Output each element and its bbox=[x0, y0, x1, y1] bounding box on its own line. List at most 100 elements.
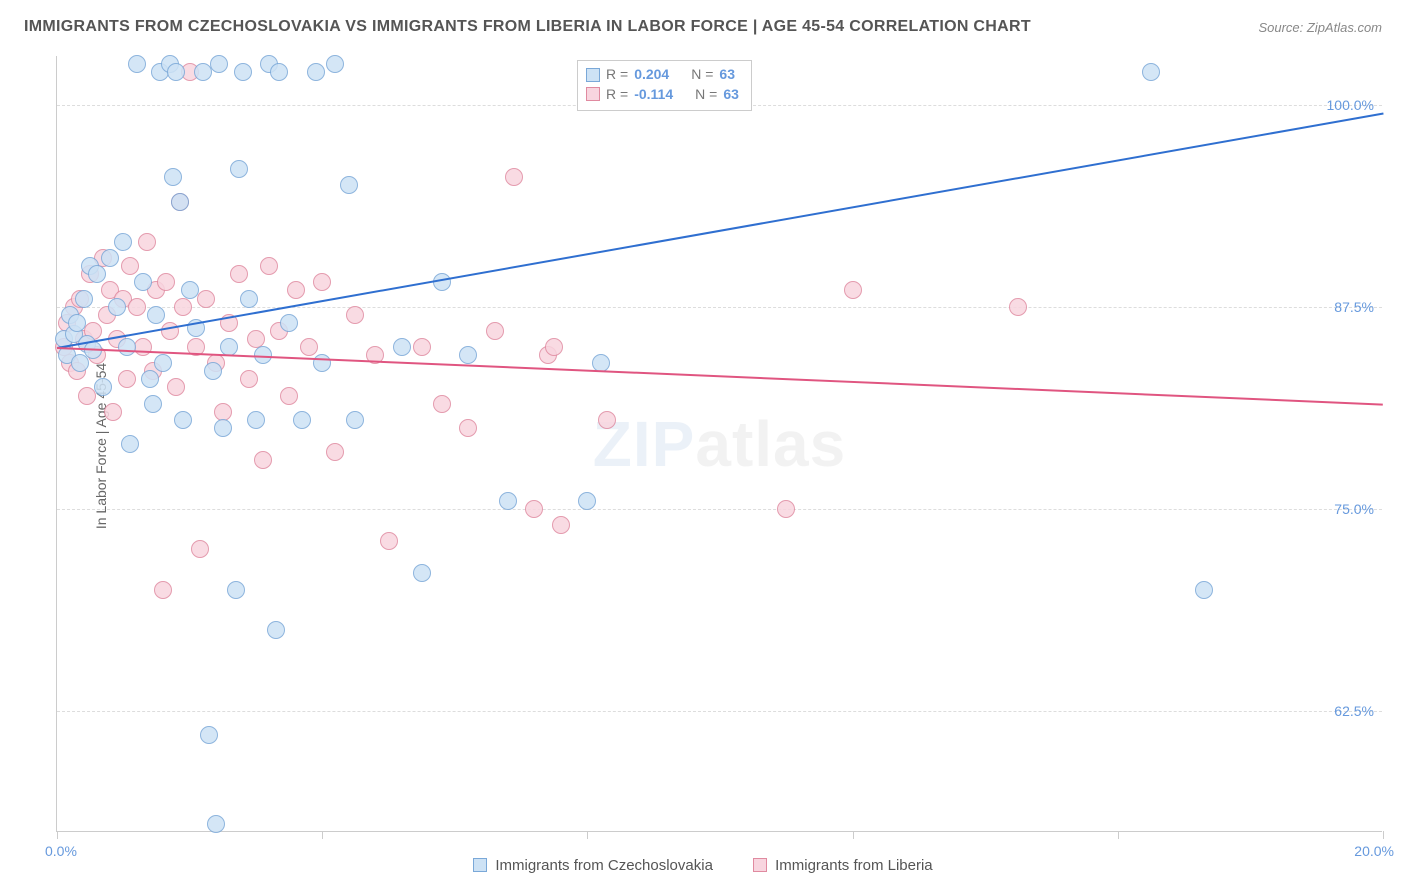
legend-swatch-a bbox=[473, 858, 487, 872]
point-a bbox=[313, 354, 331, 372]
point-b bbox=[326, 443, 344, 461]
point-a bbox=[94, 378, 112, 396]
y-tick-label: 75.0% bbox=[1334, 501, 1374, 517]
corr-row-a: R = 0.204 N = 63 bbox=[586, 65, 739, 85]
point-a bbox=[200, 726, 218, 744]
source-label: Source: ZipAtlas.com bbox=[1258, 20, 1382, 35]
point-a bbox=[1142, 63, 1160, 81]
legend-label-b: Immigrants from Liberia bbox=[775, 857, 933, 874]
point-a bbox=[413, 564, 431, 582]
point-a bbox=[346, 411, 364, 429]
n-label-a: N = bbox=[691, 65, 713, 85]
swatch-b bbox=[586, 87, 600, 101]
point-b bbox=[280, 387, 298, 405]
watermark: ZIPatlas bbox=[593, 407, 846, 481]
watermark-atlas: atlas bbox=[695, 408, 846, 480]
point-a bbox=[578, 492, 596, 510]
point-a bbox=[393, 338, 411, 356]
point-b bbox=[287, 281, 305, 299]
point-a bbox=[171, 193, 189, 211]
point-a bbox=[210, 55, 228, 73]
point-b bbox=[413, 338, 431, 356]
point-b bbox=[313, 273, 331, 291]
point-a bbox=[174, 411, 192, 429]
point-a bbox=[433, 273, 451, 291]
point-a bbox=[280, 314, 298, 332]
point-a bbox=[293, 411, 311, 429]
swatch-a bbox=[586, 68, 600, 82]
r-label-b: R = bbox=[606, 85, 628, 105]
point-b bbox=[240, 370, 258, 388]
point-a bbox=[230, 160, 248, 178]
chart-title: IMMIGRANTS FROM CZECHOSLOVAKIA VS IMMIGR… bbox=[24, 18, 1031, 36]
y-tick-label: 62.5% bbox=[1334, 703, 1374, 719]
point-b bbox=[230, 265, 248, 283]
point-a bbox=[118, 338, 136, 356]
point-a bbox=[141, 370, 159, 388]
corr-row-b: R = -0.114 N = 63 bbox=[586, 85, 739, 105]
point-a bbox=[68, 314, 86, 332]
point-a bbox=[194, 63, 212, 81]
point-b bbox=[459, 419, 477, 437]
point-b bbox=[161, 322, 179, 340]
point-b bbox=[167, 378, 185, 396]
point-b bbox=[505, 168, 523, 186]
point-a bbox=[307, 63, 325, 81]
point-b bbox=[380, 532, 398, 550]
point-a bbox=[270, 63, 288, 81]
legend-label-a: Immigrants from Czechoslovakia bbox=[495, 857, 713, 874]
point-b bbox=[191, 540, 209, 558]
point-b bbox=[104, 403, 122, 421]
point-b bbox=[138, 233, 156, 251]
point-a bbox=[181, 281, 199, 299]
point-a bbox=[167, 63, 185, 81]
point-a bbox=[240, 290, 258, 308]
point-a bbox=[227, 581, 245, 599]
point-b bbox=[157, 273, 175, 291]
plot-area: ZIPatlas 62.5%75.0%87.5%100.0% 0.0% 20.0… bbox=[56, 56, 1382, 832]
point-b bbox=[486, 322, 504, 340]
point-a bbox=[234, 63, 252, 81]
point-b bbox=[134, 338, 152, 356]
correlation-box: R = 0.204 N = 63 R = -0.114 N = 63 bbox=[577, 60, 752, 111]
n-value-b: 63 bbox=[723, 85, 739, 105]
point-a bbox=[108, 298, 126, 316]
r-value-b: -0.114 bbox=[634, 85, 673, 105]
point-b bbox=[1009, 298, 1027, 316]
point-b bbox=[260, 257, 278, 275]
legend-item-b: Immigrants from Liberia bbox=[753, 857, 933, 874]
point-b bbox=[254, 451, 272, 469]
point-a bbox=[134, 273, 152, 291]
point-b bbox=[525, 500, 543, 518]
point-b bbox=[197, 290, 215, 308]
point-b bbox=[174, 298, 192, 316]
r-value-a: 0.204 bbox=[634, 65, 669, 85]
n-label-b: N = bbox=[695, 85, 717, 105]
point-a bbox=[75, 290, 93, 308]
point-a bbox=[214, 419, 232, 437]
point-a bbox=[204, 362, 222, 380]
point-a bbox=[459, 346, 477, 364]
point-a bbox=[499, 492, 517, 510]
point-b bbox=[545, 338, 563, 356]
point-a bbox=[114, 233, 132, 251]
point-a bbox=[1195, 581, 1213, 599]
point-a bbox=[154, 354, 172, 372]
legend-swatch-b bbox=[753, 858, 767, 872]
y-tick-label: 87.5% bbox=[1334, 299, 1374, 315]
point-a bbox=[247, 411, 265, 429]
point-a bbox=[267, 621, 285, 639]
r-label-a: R = bbox=[606, 65, 628, 85]
bottom-legend: Immigrants from Czechoslovakia Immigrant… bbox=[0, 857, 1406, 877]
point-b bbox=[78, 387, 96, 405]
point-a bbox=[326, 55, 344, 73]
point-a bbox=[164, 168, 182, 186]
point-a bbox=[340, 176, 358, 194]
point-b bbox=[128, 298, 146, 316]
point-b bbox=[777, 500, 795, 518]
y-tick-label: 100.0% bbox=[1327, 97, 1374, 113]
point-a bbox=[128, 55, 146, 73]
point-a bbox=[121, 435, 139, 453]
point-a bbox=[144, 395, 162, 413]
point-b bbox=[121, 257, 139, 275]
